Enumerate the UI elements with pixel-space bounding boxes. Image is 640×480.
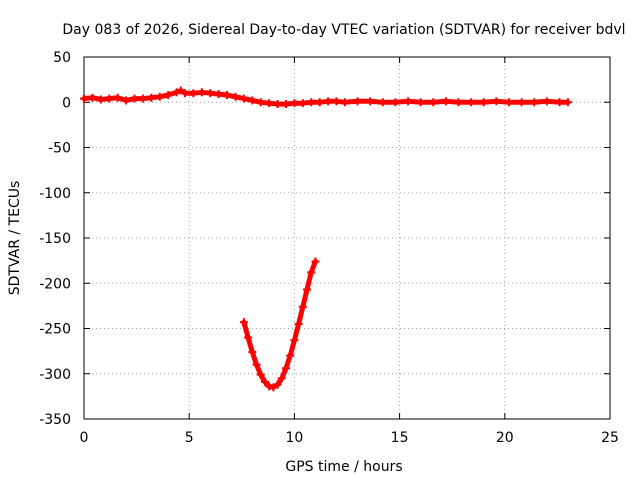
data-point [277,374,286,383]
data-point [281,364,290,373]
y-tick-label: -150 [39,231,71,247]
data-point [429,98,438,107]
data-point [307,98,316,107]
data-point [416,98,425,107]
x-tick-label: 10 [285,430,303,446]
data-point [311,257,320,266]
chart-title: Day 083 of 2026, Sidereal Day-to-day VTE… [62,22,625,38]
data-point [530,98,539,107]
data-point [147,93,156,102]
x-tick-label: 15 [391,430,409,446]
data-point [265,99,274,108]
y-tick-label: -50 [48,141,71,157]
x-axis-title: GPS time / hours [285,459,402,475]
data-point [122,96,131,105]
data-point [555,98,564,107]
data-point [298,302,307,311]
y-tick-label: -300 [39,367,71,383]
data-point [164,91,173,100]
data-point [260,377,269,386]
data-point [324,97,333,106]
data-point [138,94,147,103]
data-point [366,97,375,106]
data-point [315,98,324,107]
data-point [454,98,463,107]
data-point [189,89,198,98]
series-1 [239,257,320,392]
data-point [492,97,501,106]
data-point [378,98,387,107]
data-point [303,285,312,294]
data-point [130,94,139,103]
data-point [256,370,265,379]
y-tick-label: -250 [39,322,71,338]
data-point [256,98,265,107]
data-point [231,92,240,101]
data-point [441,97,450,106]
y-tick-label: -200 [39,276,71,292]
data-point [294,319,303,328]
data-point [404,97,413,106]
data-point [479,98,488,107]
data-point [176,86,185,95]
data-point [214,90,223,99]
data-point [467,98,476,107]
data-point [96,95,105,104]
data-point [340,98,349,107]
grid [84,57,610,419]
data-point [155,92,164,101]
data-point [353,97,362,106]
data-point [206,89,215,98]
data-point [252,360,261,369]
data-point [223,91,232,100]
data-point [505,98,514,107]
data-point [273,380,282,389]
data-point [290,99,299,108]
data-point [269,383,278,392]
data-point [80,94,88,103]
data-point [197,88,206,97]
data-point [563,98,572,107]
y-tick-label: -350 [39,412,71,428]
y-tick-label: 0 [62,95,71,111]
data-point [239,94,248,103]
y-axis-title: SDTVAR / TECUs [7,181,23,296]
data-point [286,351,295,360]
data-series [80,86,572,392]
data-point [298,99,307,108]
data-point [281,100,290,109]
data-point [244,333,253,342]
data-point [391,98,400,107]
data-point [88,93,97,102]
x-tick-label: 0 [80,430,89,446]
data-point [517,98,526,107]
data-point [307,268,316,277]
data-point [273,100,282,109]
data-point [113,93,122,102]
data-point [332,97,341,106]
y-tick-label: -100 [39,186,71,202]
x-tick-label: 25 [601,430,619,446]
data-point [180,89,189,98]
data-point [248,348,257,357]
x-tick-label: 20 [496,430,514,446]
data-point [248,96,257,105]
y-tick-label: 50 [53,50,71,66]
data-point [105,94,114,103]
series-0 [80,86,572,109]
data-point [542,97,551,106]
data-point [290,336,299,345]
x-tick-label: 5 [185,430,194,446]
data-point [172,88,181,97]
axis-ticks: 50 0 -50 -100 -150 -200 -250 -300 -350 0 5 10 15 20 25 [39,50,619,446]
data-point [239,318,248,327]
